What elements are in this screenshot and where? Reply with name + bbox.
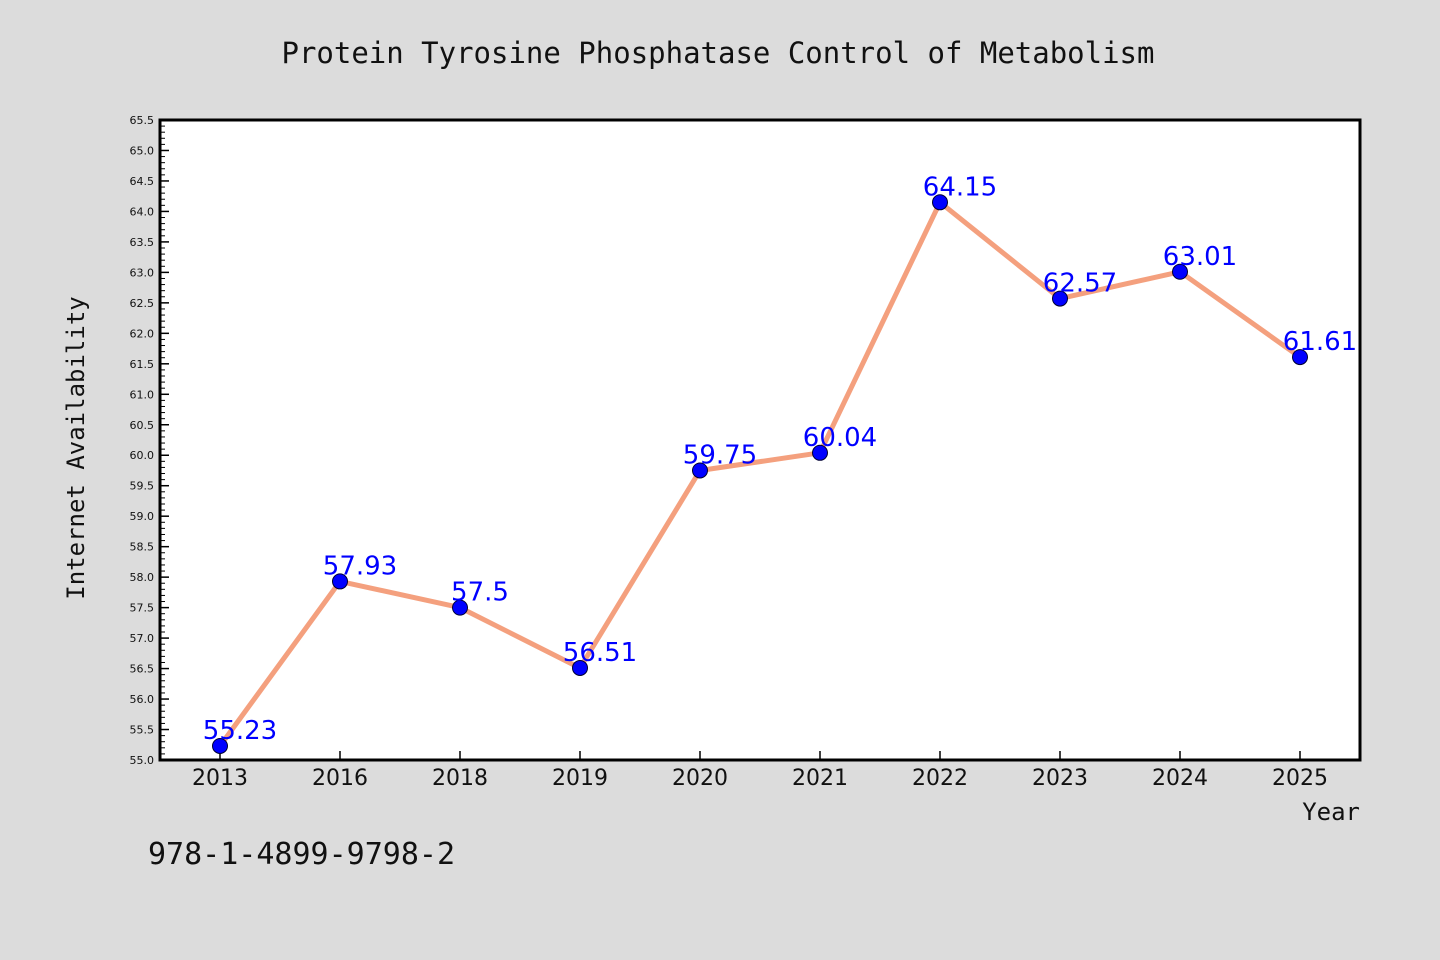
y-tick-label: 63.0 — [130, 266, 155, 279]
data-labels: 55.23 57.93 57.5 56.51 59.75 60.04 64.15 62.57 6… — [203, 172, 1357, 746]
data-label: 55.23 — [203, 716, 277, 746]
data-point — [212, 737, 228, 754]
y-tick-label: 60.5 — [130, 419, 155, 432]
isbn-text: 978-1-4899-9798-2 — [148, 837, 455, 872]
x-tick-label: 2013 — [192, 766, 248, 791]
y-tick-label: 58.0 — [130, 571, 155, 584]
data-label: 59.75 — [683, 440, 757, 470]
y-tick-label: 58.5 — [130, 541, 155, 554]
x-tick-label: 2019 — [552, 766, 608, 791]
y-tick-label: 57.5 — [130, 602, 155, 615]
x-tick-label: 2022 — [912, 766, 968, 791]
y-tick-label: 62.0 — [130, 327, 155, 340]
data-label: 57.93 — [323, 551, 397, 581]
y-tick-label: 57.0 — [130, 632, 155, 645]
y-axis-label: Internet Availability — [62, 296, 90, 599]
x-axis-label: Year — [1302, 798, 1360, 826]
y-tick-label: 61.5 — [130, 358, 155, 371]
x-axis: 2013 2016 2018 2019 2020 2021 2022 2023 2024 2025 — [192, 751, 1328, 791]
y-tick-label: 63.5 — [130, 236, 155, 249]
y-tick-label: 65.5 — [130, 114, 155, 127]
data-point — [812, 444, 828, 461]
y-tick-label: 61.0 — [130, 388, 155, 401]
data-point — [1052, 290, 1068, 307]
data-point — [1172, 263, 1188, 280]
y-tick-label: 56.0 — [130, 693, 155, 706]
y-tick-label: 59.0 — [130, 510, 155, 523]
x-tick-label: 2023 — [1032, 766, 1088, 791]
x-tick-label: 2021 — [792, 766, 848, 791]
series-line-group — [212, 194, 1308, 754]
y-tick-label: 64.0 — [130, 205, 155, 218]
data-label: 57.5 — [451, 578, 509, 608]
y-tick-label: 59.5 — [130, 480, 155, 493]
data-label: 62.57 — [1043, 269, 1117, 299]
y-tick-label: 55.5 — [130, 724, 155, 737]
data-label: 56.51 — [563, 638, 637, 668]
data-point — [932, 194, 948, 211]
y-tick-label: 62.5 — [130, 297, 155, 310]
y-tick-label: 65.0 — [130, 144, 155, 157]
x-tick-label: 2025 — [1272, 766, 1328, 791]
data-point — [452, 599, 468, 616]
y-tick-label: 60.0 — [130, 449, 155, 462]
data-point — [572, 659, 588, 676]
x-tick-label: 2024 — [1152, 766, 1208, 791]
y-tick-label: 56.5 — [130, 663, 155, 676]
y-tick-label: 55.0 — [130, 754, 155, 767]
data-label: 60.04 — [803, 423, 877, 453]
data-label: 61.61 — [1283, 327, 1357, 357]
x-tick-label: 2018 — [432, 766, 488, 791]
series-line — [217, 199, 1303, 749]
y-axis: 55.0 55.5 56.0 56.5 57.0 57.5 58.0 58.5 59.0 59.5… — [130, 114, 169, 767]
chart-title: Protein Tyrosine Phosphatase Control of … — [282, 36, 1155, 70]
data-point — [1292, 349, 1308, 366]
x-tick-label: 2016 — [312, 766, 368, 791]
data-point — [332, 573, 348, 590]
y-tick-label: 64.5 — [130, 175, 155, 188]
data-point — [692, 462, 708, 479]
data-label: 63.01 — [1163, 242, 1237, 272]
x-tick-label: 2020 — [672, 766, 728, 791]
data-label: 64.15 — [923, 172, 997, 202]
plot-area — [158, 118, 1362, 762]
